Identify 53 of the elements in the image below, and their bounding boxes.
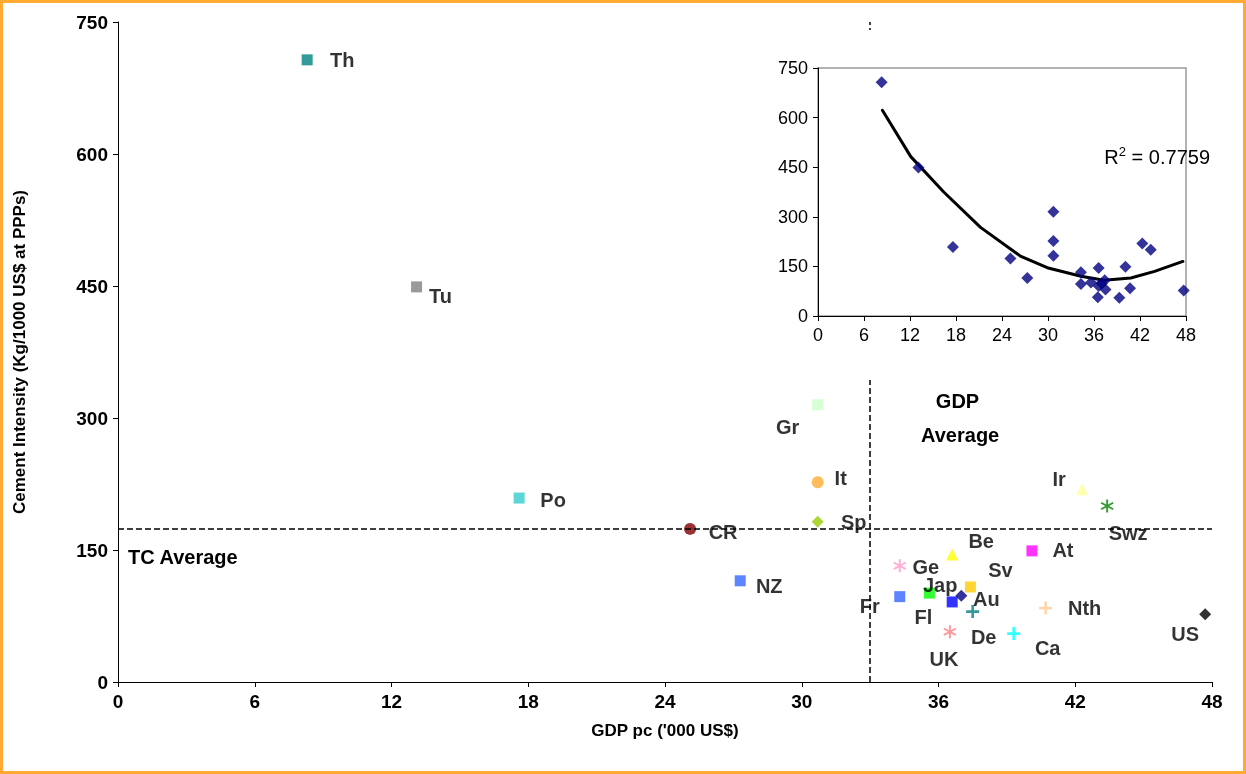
- x-tick-label: 36: [1083, 325, 1105, 345]
- y-tick-label: 600: [777, 107, 808, 128]
- x-tick-label: 12: [380, 691, 403, 712]
- x-tick-label: 30: [791, 691, 813, 712]
- y-axis-title: Cement Intensity (Kg/1000 US$ at PPPs): [10, 189, 29, 515]
- x-tick-label: 24: [991, 325, 1013, 345]
- y-tick-label: 0: [97, 671, 108, 693]
- series-label: Tu: [429, 284, 453, 307]
- x-tick-label: 48: [1201, 691, 1223, 712]
- ref-line-label: TC Average: [128, 545, 238, 568]
- x-tick-label: 24: [654, 691, 676, 712]
- y-tick-label: 450: [777, 157, 808, 178]
- series-label: It: [834, 467, 848, 490]
- series-label: Po: [540, 489, 566, 512]
- series-label: UK: [929, 647, 959, 670]
- y-tick-label: 150: [777, 256, 808, 277]
- x-tick-label: 6: [249, 691, 261, 712]
- series-label: De: [970, 625, 997, 648]
- series-label: At: [1052, 538, 1074, 561]
- y-tick-label: 750: [76, 11, 108, 33]
- ref-line-label: GDP Average: [921, 390, 1000, 446]
- series-label: Gr: [776, 415, 800, 438]
- series-label: Fr: [859, 594, 880, 617]
- series-label: Nth: [1067, 597, 1102, 620]
- series-label: Ir: [1052, 468, 1066, 491]
- x-tick-label: 30: [1037, 325, 1059, 345]
- series-label: Be: [968, 530, 994, 553]
- x-tick-label: 48: [1175, 325, 1197, 345]
- series-label: US: [1171, 623, 1200, 646]
- y-tick-label: 600: [76, 143, 108, 165]
- series-label: Sv: [988, 558, 1014, 581]
- x-tick-label: 12: [899, 325, 921, 345]
- x-tick-label: 18: [945, 325, 967, 345]
- series-label: NZ: [755, 574, 783, 597]
- series-label: Fl: [914, 606, 933, 629]
- y-tick-label: 300: [76, 407, 108, 429]
- x-tick-label: 18: [517, 691, 539, 712]
- x-axis-title: GDP pc ('000 US$): [591, 721, 739, 740]
- x-tick-label: 6: [858, 325, 870, 345]
- y-tick-label: 450: [76, 275, 108, 297]
- y-tick-label: 0: [797, 306, 808, 326]
- y-tick-label: 300: [777, 206, 808, 227]
- series-label: Th: [329, 48, 355, 71]
- series-label: Au: [972, 587, 1000, 610]
- x-tick-label: 36: [927, 691, 950, 712]
- series-label: Sp: [840, 510, 867, 533]
- x-tick-label: 42: [1129, 325, 1151, 345]
- y-tick-label: 750: [777, 58, 808, 78]
- series-label: Ca: [1034, 636, 1062, 659]
- x-tick-label: 42: [1064, 691, 1086, 712]
- y-tick-label: 150: [76, 539, 108, 561]
- x-tick-label: 0: [812, 325, 824, 345]
- x-tick-label: 0: [112, 691, 124, 712]
